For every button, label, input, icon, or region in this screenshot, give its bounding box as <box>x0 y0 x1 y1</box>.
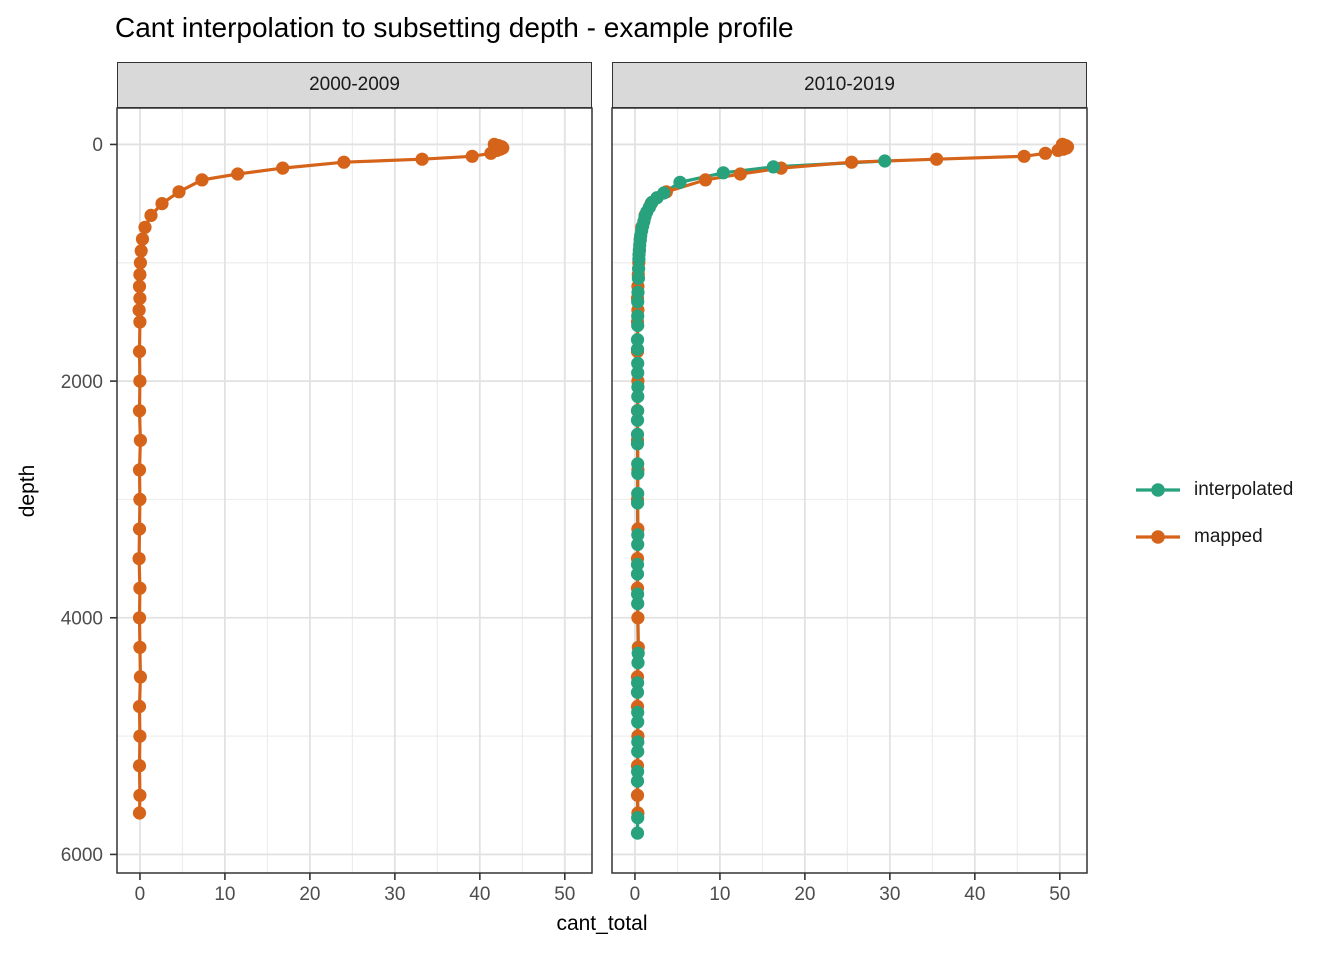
series-points-mapped <box>132 137 510 820</box>
x-tick-label: 40 <box>469 884 490 905</box>
x-tick-label: 10 <box>709 884 730 905</box>
y-tick-label: 0 <box>92 135 103 156</box>
x-tick-label: 50 <box>554 884 575 905</box>
panel-border <box>116 107 593 874</box>
legend-label: mapped <box>1194 526 1263 547</box>
series-points-interpolated <box>630 154 892 840</box>
facet-panel-2000-2009: 0 10 20 30 40 50 <box>116 107 593 905</box>
x-tick-label: 10 <box>214 884 235 905</box>
y-tick-label: 6000 <box>61 845 103 866</box>
x-tick-label: 50 <box>1049 884 1070 905</box>
x-tick-label: 0 <box>630 884 641 905</box>
legend-label: interpolated <box>1194 479 1294 500</box>
x-tick-label: 20 <box>794 884 815 905</box>
legend-item-interpolated: interpolated <box>1134 475 1293 505</box>
legend-key-icon <box>1136 530 1180 544</box>
y-tick-label: 4000 <box>61 608 103 629</box>
panel-border <box>611 107 1088 874</box>
facet-strip-2000-2009: 2000-2009 <box>117 62 592 108</box>
x-tick-label: 30 <box>384 884 405 905</box>
x-tick-label: 40 <box>964 884 985 905</box>
y-axis-title: depth <box>16 464 39 518</box>
x-tick-label: 20 <box>299 884 320 905</box>
x-tick-label: 30 <box>879 884 900 905</box>
facet-panel-2010-2019: 0 10 20 30 40 50 <box>611 107 1088 905</box>
x-axis-title: cant_total <box>556 912 648 935</box>
x-tick-label: 0 <box>135 884 146 905</box>
y-tick-label: 2000 <box>61 372 103 393</box>
plot-title: Cant interpolation to subsetting depth -… <box>115 12 794 43</box>
legend-key-icon <box>1136 483 1180 497</box>
legend-item-mapped: mapped <box>1134 522 1293 552</box>
legend: interpolated mapped <box>1134 475 1293 552</box>
